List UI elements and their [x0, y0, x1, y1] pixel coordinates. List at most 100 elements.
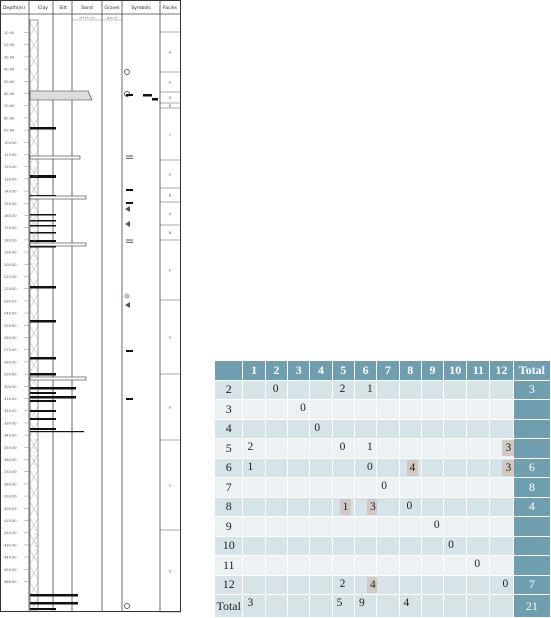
matrix-cell	[443, 457, 468, 478]
clay-pattern	[29, 293, 39, 309]
matrix-row: 12 2 4 0 7	[213, 574, 551, 595]
matrix-cell: 2	[331, 379, 355, 400]
depth-label: 350.00	[4, 446, 17, 450]
matrix-row-total: 7	[512, 574, 551, 595]
depth-label: 110.00	[4, 153, 17, 157]
depth-label: 150.00	[4, 202, 17, 206]
matrix-cell	[331, 477, 355, 498]
lithology-bed	[30, 320, 56, 323]
matrix-cell-value: 0	[272, 382, 279, 395]
log-symbol	[126, 157, 133, 159]
matrix-cell-value: 1	[339, 498, 352, 515]
matrix-cell: 1	[242, 457, 266, 478]
matrix-cell: 0	[466, 555, 491, 576]
lithology-bed	[30, 392, 56, 394]
matrix-cell-value: 3	[502, 440, 515, 456]
matrix-cell	[264, 535, 289, 556]
depth-label: 130.00	[4, 177, 17, 181]
clay-pattern	[29, 405, 39, 421]
matrix-cell: 0	[331, 438, 355, 459]
matrix-cell-value: 9	[358, 597, 365, 609]
matrix-cell: 1	[353, 438, 378, 459]
matrix-cell	[398, 516, 422, 537]
facies-label: G	[169, 336, 172, 340]
matrix-cell: 0	[420, 516, 445, 537]
matrix-cell	[309, 438, 333, 459]
matrix-cell: 0	[443, 535, 468, 556]
matrix-cell	[287, 438, 311, 459]
matrix-cell	[489, 399, 514, 420]
matrix-cell	[443, 477, 468, 498]
matrix-cell	[287, 418, 311, 439]
matrix-cell	[489, 535, 514, 556]
matrix-cell	[287, 574, 311, 595]
matrix-cell	[376, 555, 400, 576]
facies-label: B	[169, 104, 172, 108]
matrix-cell	[376, 574, 400, 595]
sand-lens	[29, 90, 93, 101]
matrix-cell	[376, 438, 400, 459]
matrix-cell	[331, 535, 355, 556]
matrix-cell	[242, 477, 266, 498]
matrix-cell	[309, 496, 333, 517]
matrix-cell	[353, 477, 378, 498]
depth-label: 190.00	[4, 251, 17, 255]
lithology-bed	[30, 410, 56, 412]
log-column-header: Symbols	[131, 5, 151, 11]
matrix-corner-cell	[213, 360, 244, 381]
matrix-cell: 0	[309, 418, 333, 439]
clay-pattern	[29, 325, 39, 341]
matrix-cell-value: 4	[366, 576, 379, 593]
matrix-cell: 0	[264, 379, 289, 400]
matrix-cell: 3	[489, 457, 515, 478]
matrix-row: 7 0 8	[213, 477, 551, 498]
clay-pattern	[29, 69, 39, 85]
clay-pattern	[29, 341, 39, 357]
matrix-cell	[376, 594, 400, 618]
log-column-header: Silt	[59, 5, 66, 11]
matrix-cell	[489, 516, 514, 537]
matrix-cell	[443, 516, 468, 537]
matrix-cell	[287, 496, 311, 517]
depth-label: 260.00	[4, 336, 17, 340]
matrix-cell	[242, 535, 266, 556]
matrix-row: 10 0	[213, 535, 551, 556]
matrix-row-total	[512, 555, 551, 576]
matrix-cell	[443, 379, 468, 400]
lithology-bed	[30, 431, 84, 433]
depth-label: 90.00	[4, 129, 15, 133]
facies-label: B	[169, 194, 172, 198]
matrix-cell	[466, 516, 491, 537]
matrix-row-header: 6	[213, 457, 244, 478]
log-symbol	[126, 398, 133, 400]
lithology-bed	[29, 376, 87, 381]
matrix-cell	[242, 516, 266, 537]
matrix-cell-value: 2	[247, 441, 254, 453]
matrix-cell	[489, 594, 514, 618]
lithology-bed	[30, 240, 56, 242]
lithology-bed	[30, 357, 56, 360]
matrix-cell	[398, 555, 422, 576]
matrix-cell	[420, 555, 445, 576]
matrix-cell	[287, 379, 311, 400]
lithology-bed	[30, 214, 56, 216]
log-symbol	[124, 293, 130, 299]
matrix-cell: 2	[242, 438, 266, 459]
clay-pattern	[29, 21, 39, 37]
matrix-cell	[376, 457, 400, 478]
lithology-bed	[29, 195, 87, 200]
depth-label: 420.00	[4, 531, 17, 535]
matrix-cell	[398, 379, 422, 400]
matrix-cell	[264, 574, 289, 595]
matrix-cell	[264, 594, 289, 618]
matrix-column-header: 3	[287, 360, 311, 381]
depth-label: 220.00	[4, 287, 17, 291]
matrix-cell	[353, 535, 378, 556]
matrix-cell	[242, 379, 266, 400]
matrix-cell	[466, 535, 491, 556]
matrix-cell	[420, 574, 445, 595]
matrix-column-header: 4	[309, 360, 333, 381]
matrix-cell	[287, 477, 311, 498]
